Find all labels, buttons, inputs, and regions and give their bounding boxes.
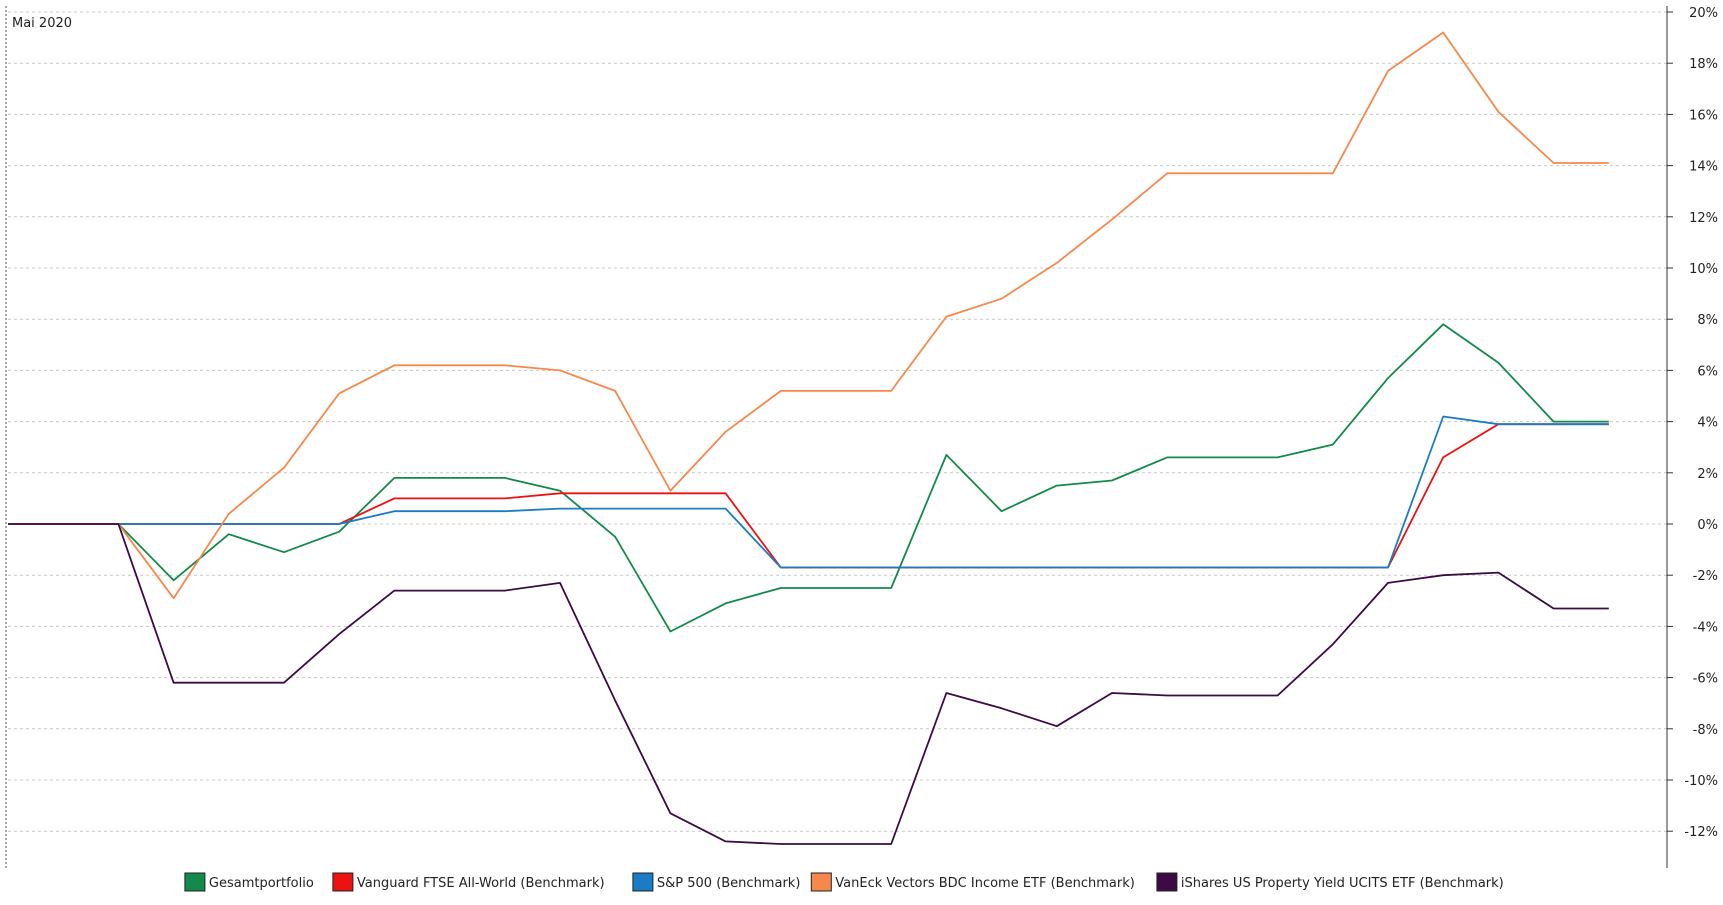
y-tick-label: -12% (1684, 825, 1718, 840)
series-lines (8, 31, 1609, 845)
y-tick-label: 2% (1697, 467, 1718, 482)
legend: Gesamtportfolio Vanguard FTSE All-World (… (184, 872, 1504, 892)
y-axis-ticks: 20% 18% 16% 14% 12% 10% 8% 6% 4% 2% 0% -2% -4% -6% -8%… (1667, 6, 1718, 840)
y-tick-label: -4% (1693, 620, 1718, 635)
y-tick-label: 8% (1697, 313, 1718, 328)
legend-label: Vanguard FTSE All-World (Benchmark) (357, 876, 605, 891)
y-tick-label: -2% (1693, 569, 1718, 584)
series-line (8, 523, 1609, 845)
legend-label: VanEck Vectors BDC Income ETF (Benchmark… (835, 876, 1135, 891)
series-line (8, 423, 1609, 569)
legend-swatch (1156, 872, 1178, 892)
y-tick-label: 18% (1689, 57, 1718, 72)
period-label: Mai 2020 (12, 16, 72, 31)
legend-swatch (632, 872, 654, 892)
y-tick-label: 14% (1689, 160, 1718, 175)
y-tick-label: 12% (1689, 211, 1718, 226)
y-tick-label: -10% (1684, 774, 1718, 789)
series-line (8, 323, 1609, 633)
y-tick-label: 16% (1689, 108, 1718, 123)
legend-swatch (184, 872, 206, 892)
legend-label: iShares US Property Yield UCITS ETF (Ben… (1181, 876, 1504, 891)
y-tick-label: -6% (1693, 672, 1718, 687)
y-tick-label: 20% (1689, 6, 1718, 21)
series-line (8, 415, 1609, 569)
y-tick-label: 6% (1697, 364, 1718, 379)
gridlines (8, 11, 1667, 832)
legend-swatch (332, 872, 354, 892)
legend-swatch (810, 872, 832, 892)
legend-label: Gesamtportfolio (209, 876, 314, 891)
legend-label: S&P 500 (Benchmark) (657, 876, 801, 891)
y-tick-label: 4% (1697, 416, 1718, 431)
y-tick-label: 0% (1697, 518, 1718, 533)
series-line (8, 31, 1609, 600)
y-tick-label: 10% (1689, 262, 1718, 277)
y-tick-label: -8% (1693, 723, 1718, 738)
